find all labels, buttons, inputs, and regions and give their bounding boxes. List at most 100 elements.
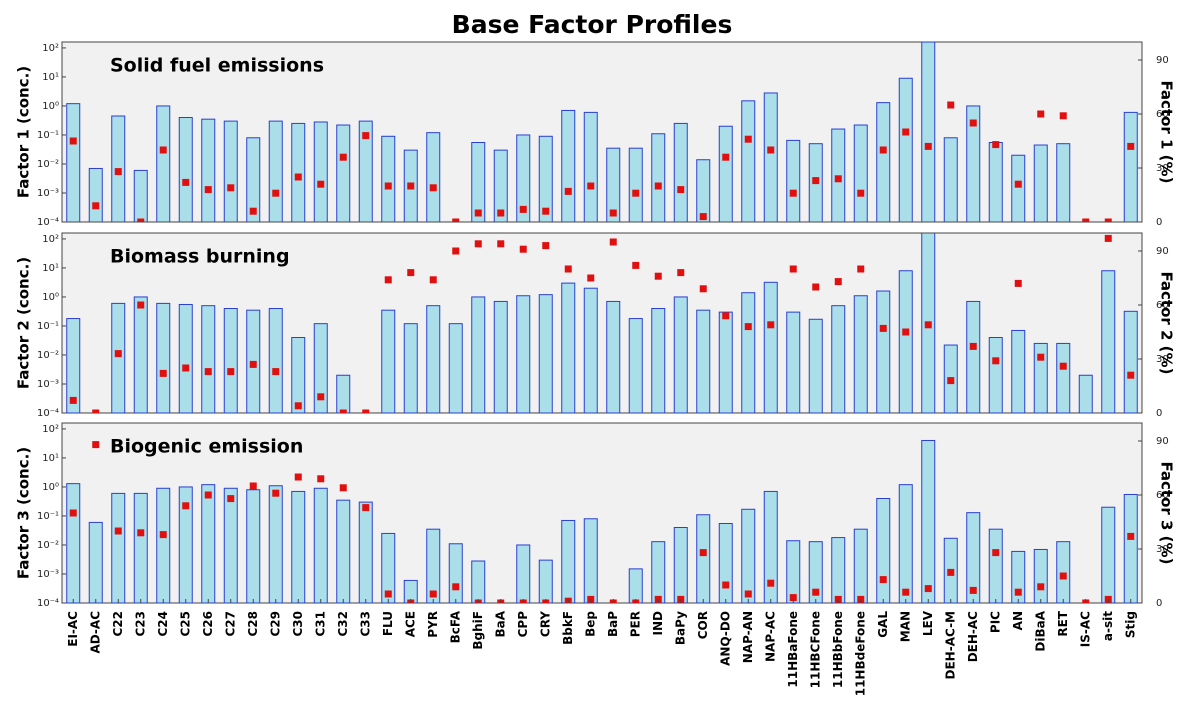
bar: [628, 147, 643, 222]
marker: [1127, 142, 1135, 150]
y2-tick-label: 30: [1156, 354, 1169, 365]
x-tick-label: IND: [651, 611, 665, 636]
marker: [812, 588, 820, 596]
marker: [407, 182, 415, 190]
bar: [673, 122, 688, 222]
y-tick-label: 10¹: [42, 72, 59, 83]
plot-area: [66, 439, 1138, 603]
marker: [1014, 279, 1022, 287]
marker: [69, 509, 77, 517]
bar: [1011, 329, 1026, 413]
marker: [1059, 572, 1067, 580]
marker: [362, 409, 370, 413]
bar: [898, 77, 913, 222]
bar: [538, 559, 553, 603]
marker: [159, 369, 167, 377]
marker: [1127, 371, 1135, 379]
marker: [969, 342, 977, 350]
marker: [767, 146, 775, 154]
x-tick-label: C32: [336, 611, 350, 637]
marker: [137, 529, 145, 537]
bar: [66, 103, 81, 222]
marker: [362, 504, 370, 512]
y2-axis-label: Factor 3 (%): [1158, 462, 1176, 565]
marker: [407, 269, 415, 277]
marker: [812, 177, 820, 185]
bar: [156, 302, 171, 413]
bar: [786, 311, 801, 413]
bar: [763, 281, 778, 413]
marker: [1014, 180, 1022, 188]
marker: [114, 350, 122, 358]
x-tick-label: C25: [178, 611, 192, 637]
x-tick-label: MAN: [898, 611, 912, 642]
marker: [159, 146, 167, 154]
marker: [204, 368, 212, 376]
marker: [789, 265, 797, 273]
bar: [741, 292, 756, 413]
bar: [403, 579, 418, 603]
bar: [471, 141, 486, 222]
chart-title: Base Factor Profiles: [452, 10, 733, 39]
bar: [1123, 493, 1138, 603]
marker: [879, 146, 887, 154]
bar: [988, 528, 1003, 603]
bar: [538, 294, 553, 413]
x-tick-label: C29: [268, 611, 282, 637]
bar: [1056, 342, 1071, 413]
marker: [294, 402, 302, 410]
marker: [137, 301, 145, 309]
marker: [339, 153, 347, 161]
marker: [227, 495, 235, 503]
marker: [272, 189, 280, 197]
x-tick-label: LEV: [921, 610, 935, 636]
y-tick-label: 10⁰: [42, 292, 59, 303]
bar: [291, 122, 306, 222]
marker: [542, 207, 550, 215]
marker: [317, 475, 325, 483]
bar: [1123, 111, 1138, 222]
x-tick-label: RET: [1056, 610, 1070, 636]
marker: [272, 489, 280, 497]
marker: [632, 261, 640, 269]
bar: [1033, 342, 1048, 413]
marker: [699, 285, 707, 293]
bar: [111, 492, 126, 603]
marker: [114, 527, 122, 535]
x-tick-label: 11HBCFone: [808, 611, 822, 688]
plot-area: [66, 233, 1138, 413]
bar: [156, 487, 171, 603]
marker: [609, 209, 617, 217]
x-tick-label: C33: [358, 611, 372, 637]
bar: [966, 105, 981, 222]
marker: [227, 184, 235, 192]
marker: [1014, 588, 1022, 596]
bar: [516, 134, 531, 222]
marker: [924, 321, 932, 329]
bar: [966, 300, 981, 413]
bar: [268, 120, 283, 222]
marker: [1037, 110, 1045, 118]
bar: [898, 270, 913, 413]
x-tick-label: PER: [628, 611, 642, 637]
marker: [1104, 218, 1112, 222]
y-tick-label: 10⁻⁴: [37, 217, 59, 228]
x-tick-label: NAP-AC: [763, 611, 777, 662]
marker: [182, 502, 190, 510]
marker: [384, 182, 392, 190]
bar: [133, 296, 148, 413]
x-tick-label: C23: [133, 611, 147, 637]
bar: [921, 439, 936, 603]
marker: [924, 142, 932, 150]
bar: [741, 100, 756, 222]
bar: [696, 309, 711, 413]
bar: [448, 543, 463, 603]
marker: [587, 274, 595, 282]
marker: [182, 364, 190, 372]
x-tick-label: C27: [223, 611, 237, 637]
marker: [474, 240, 482, 248]
marker: [722, 581, 730, 589]
marker: [857, 189, 865, 197]
bar: [988, 337, 1003, 413]
panel-background: [61, 232, 1143, 414]
